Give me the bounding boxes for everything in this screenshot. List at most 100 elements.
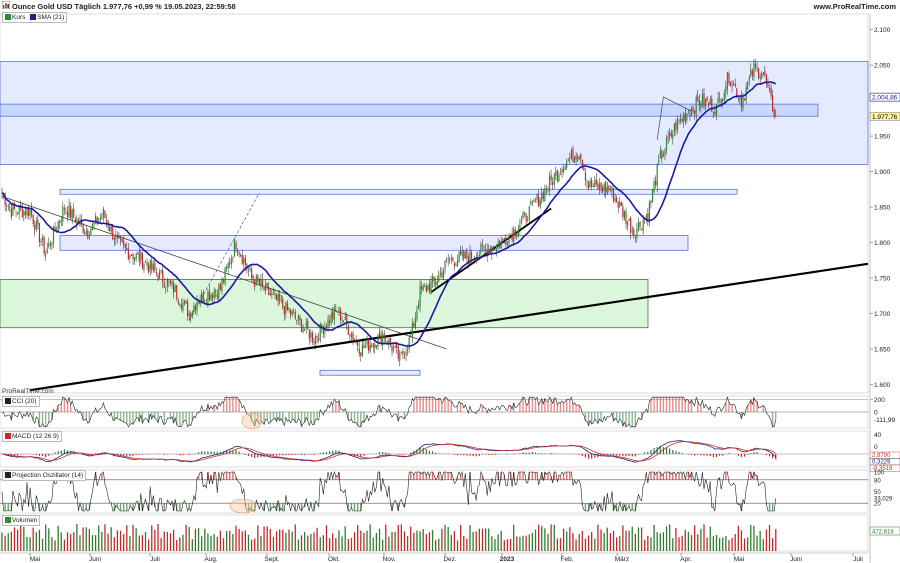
candle xyxy=(141,251,143,271)
candle xyxy=(750,63,752,78)
candle xyxy=(519,218,521,235)
candle xyxy=(263,287,265,291)
candle-body xyxy=(121,239,123,243)
candle-body xyxy=(570,150,572,159)
candle xyxy=(368,338,370,354)
candle xyxy=(461,245,463,261)
candle xyxy=(371,342,373,348)
candles xyxy=(1,58,777,367)
candle-body xyxy=(149,259,151,271)
candle xyxy=(676,115,679,134)
candle-body xyxy=(99,217,101,221)
candle-body xyxy=(544,187,546,202)
candle xyxy=(628,217,630,222)
candle-body xyxy=(205,302,207,304)
candle xyxy=(151,257,153,274)
candle xyxy=(572,145,574,163)
candle xyxy=(494,246,496,251)
candle xyxy=(446,257,448,264)
candle xyxy=(165,286,167,294)
long-term-support-line xyxy=(29,262,869,392)
candle xyxy=(442,267,445,281)
candle xyxy=(222,278,225,285)
candle-body xyxy=(230,258,232,265)
candle-body xyxy=(353,339,356,341)
candle-body xyxy=(444,260,446,270)
candle xyxy=(620,201,622,207)
candle-body xyxy=(548,176,551,191)
candle-body xyxy=(268,286,270,295)
candle xyxy=(252,274,254,285)
candle-body xyxy=(424,285,426,287)
candle xyxy=(32,214,34,228)
candle-body xyxy=(626,221,629,226)
candle-body xyxy=(137,253,139,254)
candle-body xyxy=(52,226,55,244)
candle-body xyxy=(542,192,544,199)
candle-body xyxy=(581,159,583,169)
candle xyxy=(561,166,563,179)
candle xyxy=(283,306,285,321)
candle xyxy=(743,97,746,102)
candle xyxy=(316,335,318,344)
candle-body xyxy=(143,263,145,270)
candle xyxy=(455,262,457,267)
candle xyxy=(658,154,660,166)
candle xyxy=(51,241,53,250)
candle-body xyxy=(291,311,293,314)
candle xyxy=(93,222,95,230)
candle-body xyxy=(441,272,443,277)
candle-body xyxy=(606,186,608,195)
candle xyxy=(6,202,8,212)
candle xyxy=(27,204,30,220)
candle xyxy=(171,279,173,289)
projection-marker-ellipse xyxy=(229,498,257,514)
candle-body xyxy=(478,254,480,256)
candle xyxy=(162,264,164,288)
candle xyxy=(135,252,137,263)
candle-body xyxy=(399,352,401,361)
candle xyxy=(553,172,555,189)
candle-body xyxy=(257,275,259,282)
candle-body xyxy=(386,341,388,344)
candle xyxy=(524,211,526,218)
candle xyxy=(606,181,608,195)
candle-body xyxy=(357,341,359,347)
candle xyxy=(185,299,187,304)
candle-body xyxy=(556,169,558,181)
candle xyxy=(193,302,195,315)
candle-body xyxy=(620,202,622,207)
candle-body xyxy=(43,237,45,254)
candle-body xyxy=(60,220,62,223)
chart-canvas[interactable]: 2000-111,994002,87900,3229-8,35191008050… xyxy=(0,11,900,563)
candle-body xyxy=(254,280,256,287)
candle xyxy=(232,256,234,263)
candle-body xyxy=(690,108,693,116)
candle xyxy=(385,335,387,344)
candle xyxy=(641,228,643,231)
candle xyxy=(609,185,611,193)
candle-body xyxy=(742,96,744,108)
candle-body xyxy=(59,221,61,223)
candle-body xyxy=(616,197,618,202)
candle-body xyxy=(382,335,384,346)
candle-body xyxy=(480,244,482,254)
candle xyxy=(294,309,296,320)
candle-body xyxy=(105,219,108,222)
site-link[interactable]: www.ProRealTime.com xyxy=(813,2,896,11)
candle xyxy=(236,248,239,257)
candle xyxy=(177,297,179,306)
candle xyxy=(280,294,282,304)
candle-body xyxy=(45,254,47,256)
candle-body xyxy=(37,219,39,225)
candle xyxy=(647,208,649,227)
candle-body xyxy=(566,161,568,168)
main-legend: Kurs SMA (21) xyxy=(2,12,68,23)
macd-value-label: 2,8790 xyxy=(872,453,891,459)
candle-body xyxy=(584,172,587,181)
candle-body xyxy=(764,70,766,75)
time-tick-label: Aug. xyxy=(204,556,218,563)
candle xyxy=(622,202,624,221)
candle-body xyxy=(634,237,636,238)
candle xyxy=(505,234,507,248)
